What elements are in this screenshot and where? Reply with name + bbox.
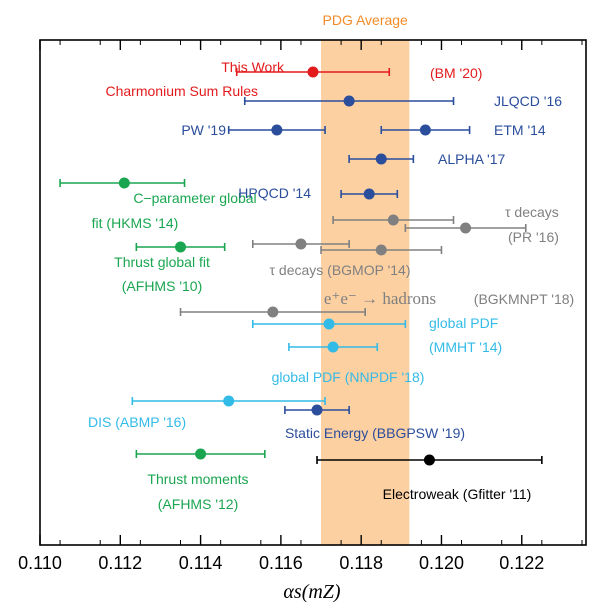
label-tm1: Thrust moments [147, 471, 248, 487]
point-jlqcd-16 [243, 95, 455, 107]
point-etm-14 [380, 124, 471, 136]
point-thrust-moments [135, 448, 266, 460]
point-tau-a [332, 214, 455, 226]
marker-alpha-17 [375, 153, 387, 165]
label-this-work: This Work [221, 59, 285, 75]
x-axis-label: αs(mZ) [283, 581, 341, 603]
point-thrust-fit [135, 241, 226, 253]
label-jlqcd: JLQCD '16 [494, 93, 562, 109]
x-tick-label: 0.110 [18, 553, 62, 573]
label-thrust2: (AFHMS '10) [122, 278, 202, 294]
label-pw: PW '19 [181, 122, 226, 138]
label-dis: DIS (ABMP '16) [88, 414, 186, 430]
label-charmonium: Charmonium Sum Rules [106, 83, 259, 99]
marker-bbgpsw-19 [311, 404, 323, 416]
label-hpqcd: HPQCD '14 [238, 185, 311, 201]
marker-electroweak [423, 454, 435, 466]
marker-tau-a [387, 214, 399, 226]
marker-pw-19 [271, 124, 283, 136]
point-hpqcd-14 [340, 188, 399, 200]
label-cparam2: fit (HKMS '14) [92, 215, 179, 231]
pdg-band [321, 40, 410, 545]
x-tick-label: 0.118 [339, 553, 383, 573]
label-etm: ETM '14 [494, 122, 546, 138]
label-ee: e⁺e⁻ → hadrons [324, 289, 436, 308]
point-ee-hadrons [179, 306, 366, 318]
labels-layer: This Work Charmonium Sum Rules (BM '20) … [88, 59, 574, 512]
x-tick-label: 0.122 [499, 553, 544, 573]
marker-jlqcd-16 [343, 95, 355, 107]
marker-tau-c [295, 238, 307, 250]
marker-c-param [118, 177, 130, 189]
marker-mmht-b [327, 341, 339, 353]
label-tm2: (AFHMS '12) [158, 496, 238, 512]
label-static: Static Energy (BBGPSW '19) [285, 425, 465, 441]
label-bgkmnpt: (BGKMNPT '18) [474, 291, 574, 307]
label-ew: Electroweak (Gfitter '11) [383, 486, 532, 502]
x-axis: 0.110 0.112 0.114 0.116 0.118 0.120 0.122 [18, 40, 583, 573]
point-tau-c [251, 238, 350, 250]
marker-thrust-fit [175, 241, 187, 253]
point-electroweak [316, 454, 543, 466]
point-alpha-17 [348, 153, 415, 165]
point-pw-19 [227, 124, 326, 136]
label-nnpdf: global PDF (NNPDF '18) [272, 369, 425, 385]
marker-mmht-a [323, 318, 335, 330]
point-tau-d [320, 244, 443, 256]
label-taudecay2: τ decays (BGMOP '14) [270, 262, 411, 278]
point-tau-b [404, 222, 527, 234]
marker-thrust-moments [195, 448, 207, 460]
point-bbgpsw-19 [284, 404, 350, 416]
marker-tau-d [375, 244, 387, 256]
x-tick-label: 0.112 [98, 553, 142, 573]
marker-hpqcd-14 [363, 188, 375, 200]
label-cparam1: C−parameter global [133, 190, 256, 206]
points-layer [59, 66, 543, 466]
label-taudecay1: τ decays [505, 204, 559, 220]
marker-tau-b [460, 222, 472, 234]
label-bm-20: (BM '20) [430, 65, 482, 81]
x-tick-label: 0.120 [419, 553, 464, 573]
pdg-band-label: PDG Average [323, 12, 409, 28]
point-abmp-16 [131, 395, 326, 407]
point-c-param [59, 177, 186, 189]
plot-frame [39, 39, 587, 546]
x-tick-label: 0.114 [179, 553, 223, 573]
point-mmht-b [288, 341, 379, 353]
marker-ee-hadrons [267, 306, 279, 318]
x-tick-label: 0.116 [259, 553, 303, 573]
label-gpdf1: global PDF [429, 315, 498, 331]
label-thrust1: Thrust global fit [114, 254, 210, 270]
label-pr16: (PR '16) [508, 229, 559, 245]
marker-abmp-16 [223, 395, 235, 407]
label-mmht: (MMHT '14) [429, 339, 502, 355]
point-mmht-a [251, 318, 407, 330]
point-this-work [235, 66, 391, 78]
marker-this-work [307, 66, 319, 78]
label-alpha: ALPHA '17 [438, 151, 505, 167]
marker-etm-14 [419, 124, 431, 136]
